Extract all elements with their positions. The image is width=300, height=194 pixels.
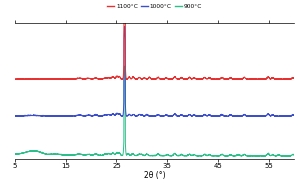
X-axis label: 2θ (°): 2θ (°) bbox=[144, 171, 165, 180]
Legend: 1100°C, 1000°C, 900°C: 1100°C, 1000°C, 900°C bbox=[105, 2, 204, 11]
